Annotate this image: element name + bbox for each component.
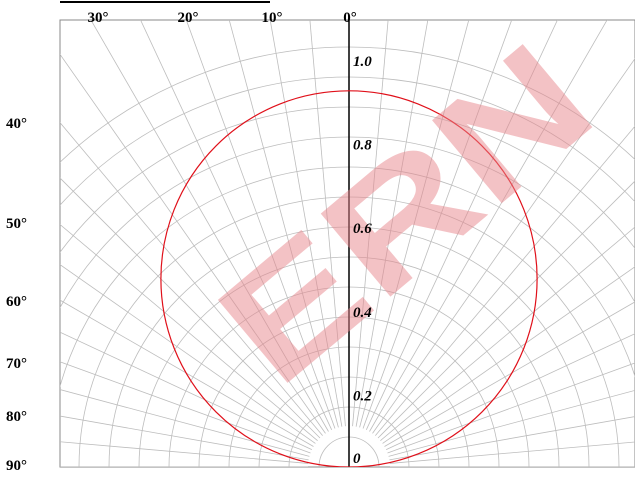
grid-spoke: [185, 20, 336, 429]
tick-labels: 30° 20° 10° 0° 40° 50° 60° 70° 80° 90° 1.0 0.8 0.6 0.…: [6, 10, 372, 474]
grid-spoke: [385, 333, 635, 451]
grid-spoke: [387, 362, 635, 454]
grid-spoke: [389, 441, 635, 464]
grid-spoke: [60, 389, 310, 457]
grid-spoke: [60, 121, 323, 436]
grid-spoke: [380, 226, 635, 441]
grid-spoke: [60, 223, 318, 441]
grid-spoke: [60, 264, 316, 444]
angle-tick-label: 10°: [262, 10, 283, 26]
angle-tick-label: 90°: [6, 458, 27, 474]
grid-spoke: [309, 20, 346, 427]
angle-tick-label: 20°: [178, 10, 199, 26]
grid-spoke: [388, 389, 635, 457]
radial-tick-label: 1.0: [353, 54, 372, 70]
grid-spoke: [90, 20, 329, 432]
radial-tick-label: 0.2: [353, 388, 372, 404]
grid-spoke: [382, 266, 635, 444]
grid-spoke: [362, 20, 513, 429]
series-line: [160, 90, 538, 467]
radial-tick-label: 0: [353, 451, 361, 467]
grid-spoke: [60, 331, 313, 451]
angle-tick-label: 60°: [6, 294, 27, 310]
grid-spoke: [60, 299, 314, 447]
angle-tick-label: 70°: [6, 356, 27, 372]
watermark: ERN: [186, 10, 625, 418]
radial-tick-label: 0.4: [353, 305, 372, 321]
grid-spoke: [355, 20, 429, 427]
grid-spoke: [377, 180, 635, 439]
grid-spoke: [372, 57, 635, 434]
grid-spoke: [228, 20, 339, 428]
grid-spoke: [269, 20, 343, 427]
series-layer: [160, 90, 538, 467]
grid-spoke: [60, 361, 311, 454]
angle-tick-label: 30°: [88, 10, 109, 26]
grid-spoke: [359, 20, 470, 428]
grid-spoke: [60, 441, 309, 464]
grid-spoke: [60, 177, 321, 439]
grid-spoke: [375, 125, 635, 436]
angle-tick-label: 50°: [6, 216, 27, 232]
radial-tick-label: 0.8: [353, 138, 372, 154]
grid-spoke: [369, 20, 608, 432]
watermark-text: ERN: [186, 10, 625, 418]
angle-tick-label: 80°: [6, 409, 27, 425]
radial-tick-label: 0.6: [353, 221, 372, 237]
angle-tick-label: 0°: [343, 10, 357, 26]
grid-spoke: [60, 53, 326, 434]
grid-spoke: [384, 301, 635, 447]
grid-spoke: [352, 20, 389, 427]
grid-spoke: [140, 20, 333, 431]
grid-spoke: [60, 415, 309, 461]
angle-tick-label: 40°: [6, 116, 27, 132]
grid-spoke: [389, 416, 635, 461]
grid-spoke: [365, 20, 558, 431]
